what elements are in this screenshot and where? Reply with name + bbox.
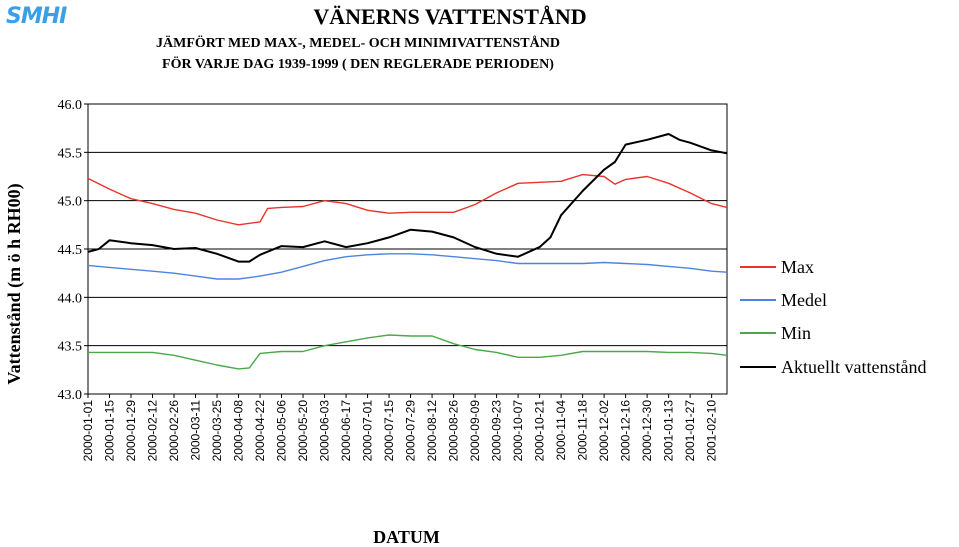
x-tick-label: 2000-12-30 <box>640 400 654 462</box>
x-axis-label: DATUM <box>373 527 440 547</box>
y-tick-label: 45.0 <box>58 195 83 210</box>
x-tick-label: 2000-10-21 <box>533 400 547 462</box>
x-tick-label: 2000-07-15 <box>382 400 396 462</box>
y-tick-label: 44.5 <box>58 243 83 258</box>
y-tick-label: 45.5 <box>58 146 83 161</box>
x-tick-label: 2000-04-22 <box>253 400 267 462</box>
plot-frame <box>87 103 728 395</box>
x-tick-label: 2000-05-20 <box>296 400 310 462</box>
y-tick-label: 44.0 <box>58 291 83 306</box>
series-line-medel <box>87 253 728 280</box>
legend-label: Min <box>781 323 811 343</box>
x-tick-label: 2000-07-01 <box>361 400 375 462</box>
chart-subtitle-line-1: JÄMFÖRT MED MAX-, MEDEL- OCH MINIMIVATTE… <box>156 36 560 51</box>
x-tick-label: 2000-02-26 <box>167 400 181 462</box>
y-tick-label: 46.0 <box>58 98 83 113</box>
x-tick-label: 2000-12-02 <box>597 400 611 462</box>
x-tick-label: 2000-09-23 <box>490 400 504 462</box>
x-tick-label: 2001-01-13 <box>662 400 676 462</box>
x-tick-label: 2000-01-01 <box>81 400 95 462</box>
x-tick-label: 2000-04-08 <box>232 400 246 462</box>
x-tick-label: 2000-01-15 <box>103 400 117 462</box>
x-tick-label: 2000-05-06 <box>275 400 289 462</box>
x-tick-label: 2000-01-29 <box>124 400 138 462</box>
x-tick-label: 2001-02-10 <box>705 400 719 462</box>
x-tick-label: 2000-08-26 <box>447 400 461 462</box>
x-tick-label: 2000-09-09 <box>468 400 482 462</box>
smhi-logo: SMHI <box>6 4 67 29</box>
x-tick-label: 2000-08-12 <box>425 400 439 462</box>
y-axis-label: Vattenstånd (m ö h RH00) <box>4 183 25 384</box>
legend-label: Aktuellt vattenstånd <box>781 357 926 377</box>
series-line-aktuellt-vattenstånd <box>87 133 728 263</box>
x-tick-label: 2000-11-04 <box>554 400 568 461</box>
x-tick-label: 2000-11-18 <box>576 400 590 461</box>
chart-subtitle-line-2: FÖR VARJE DAG 1939-1999 ( DEN REGLERADE … <box>162 57 554 72</box>
x-tick-label: 2000-06-03 <box>318 400 332 462</box>
series-line-min <box>88 334 728 370</box>
x-tick-label: 2001-01-27 <box>683 400 697 462</box>
y-tick-label: 43.0 <box>58 388 83 403</box>
legend-label: Max <box>781 257 814 277</box>
x-tick-label: 2000-07-29 <box>404 400 418 462</box>
legend-label: Medel <box>781 290 827 310</box>
x-tick-label: 2000-12-16 <box>619 400 633 462</box>
series-line-max <box>87 173 728 226</box>
y-tick-label: 43.5 <box>58 340 83 355</box>
x-tick-label: 2000-03-11 <box>189 400 203 461</box>
x-tick-label: 2000-02-12 <box>146 400 160 462</box>
x-tick-label: 2000-10-07 <box>511 400 525 462</box>
x-tick-label: 2000-06-17 <box>339 400 353 462</box>
x-tick-label: 2000-03-25 <box>210 400 224 462</box>
chart-title: VÄNERNS VATTENSTÅND <box>313 4 587 29</box>
